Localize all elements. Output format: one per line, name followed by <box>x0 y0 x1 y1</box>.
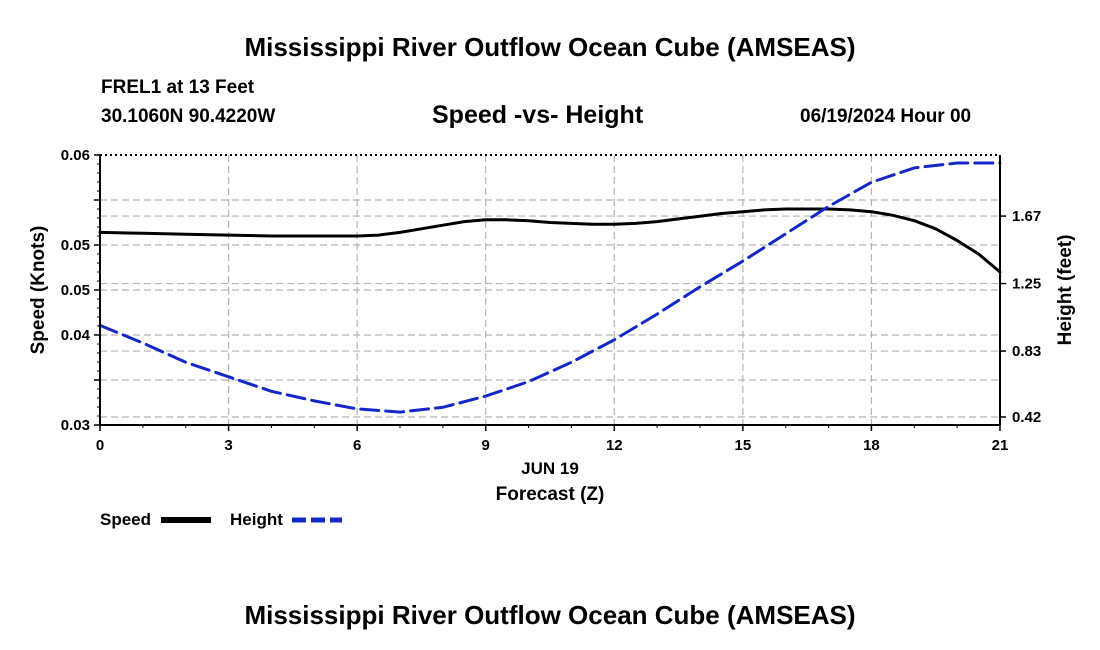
legend-speed-label: Speed <box>100 510 151 529</box>
y-right-tick-label: 1.25 <box>1012 276 1041 293</box>
y-right-tick-label: 0.42 <box>1012 409 1041 426</box>
x-tick-label: 18 <box>863 437 880 454</box>
datetime-label: 06/19/2024 Hour 00 <box>800 106 972 127</box>
x-tick-label: 21 <box>992 437 1009 454</box>
y-left-tick-label: 0.06 <box>61 147 90 164</box>
y-left-tick-label: 0.05 <box>61 237 90 254</box>
legend: Speed Height <box>100 510 342 529</box>
x-tick-label: 9 <box>482 437 490 454</box>
grid-lines <box>100 155 1000 425</box>
y-left-tick-label: 0.03 <box>61 417 90 434</box>
ticks: 0 3 6 9 12 15 18 21 0.03 0.04 0.05 0.05 0.06 0.42 0.83… <box>61 147 1041 454</box>
series-line-speed <box>98 207 1002 274</box>
x-axis-title: Forecast (Z) <box>496 484 605 505</box>
footer-title: Mississippi River Outflow Ocean Cube (AM… <box>244 600 856 630</box>
chart-title: Speed -vs- Height <box>432 101 644 129</box>
x-tick-label: 6 <box>353 437 361 454</box>
series-line-height <box>98 161 1002 414</box>
x-tick-label: 12 <box>606 437 623 454</box>
x-tick-label: 3 <box>224 437 232 454</box>
y-right-tick-label: 1.67 <box>1012 208 1041 225</box>
y-axis-left-title: Speed (Knots) <box>28 226 49 355</box>
y-left-tick-label: 0.04 <box>61 327 91 344</box>
coordinates-label: 30.1060N 90.4220W <box>101 106 276 127</box>
y-left-tick-label: 0.05 <box>61 282 90 299</box>
x-tick-label: 15 <box>735 437 752 454</box>
y-right-tick-label: 0.83 <box>1012 343 1041 360</box>
legend-height-label: Height <box>230 510 283 529</box>
x-axis-date-label: JUN 19 <box>521 459 579 478</box>
chart: 0 3 6 9 12 15 18 21 0.03 0.04 0.05 0.05 0.06 0.42 0.83… <box>28 147 1076 529</box>
series-lines <box>98 161 1002 414</box>
x-tick-label: 0 <box>96 437 104 454</box>
y-axis-right-title: Height (feet) <box>1055 235 1076 346</box>
page-title: Mississippi River Outflow Ocean Cube (AM… <box>244 32 856 62</box>
station-label: FREL1 at 13 Feet <box>101 77 255 98</box>
